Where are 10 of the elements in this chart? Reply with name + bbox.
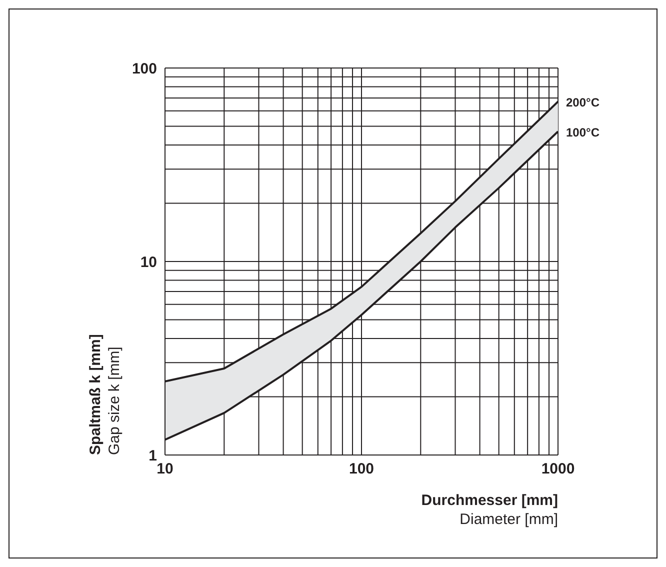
- x-tick-label: 100: [348, 460, 374, 478]
- y-tick-label: 10: [140, 254, 157, 271]
- series-label: 100°C: [566, 125, 600, 140]
- x-tick-label: 10: [156, 460, 174, 478]
- x-axis-title: Durchmesser [mm] Diameter [mm]: [421, 492, 558, 528]
- y-axis-title: Spaltmaß k [mm] Gap size k [mm]: [87, 334, 123, 455]
- x-tick-label: 1000: [541, 460, 575, 478]
- series-label: 200°C: [566, 96, 600, 110]
- y-tick-label: 1: [148, 447, 157, 464]
- y-tick-label: 100: [132, 60, 157, 78]
